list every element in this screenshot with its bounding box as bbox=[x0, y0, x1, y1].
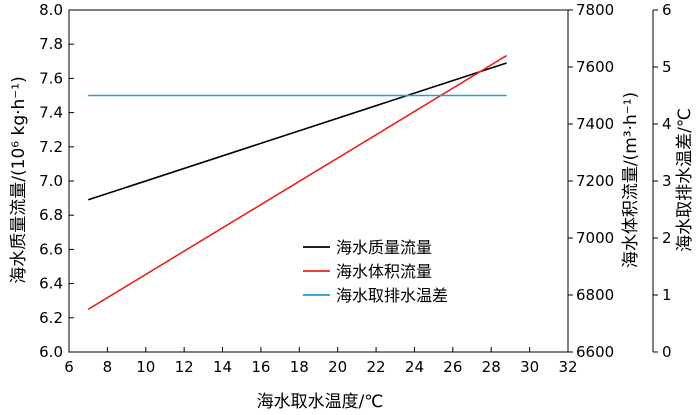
y-right2-tick-label: 5 bbox=[662, 58, 672, 76]
x-tick-label: 6 bbox=[64, 358, 74, 376]
x-tick-label: 26 bbox=[443, 358, 462, 376]
y-left-tick-label: 7.0 bbox=[39, 172, 63, 190]
x-tick-label: 8 bbox=[103, 358, 113, 376]
series-line-1 bbox=[87, 62, 507, 201]
x-tick-label: 24 bbox=[405, 358, 424, 376]
y-right2-tick-label: 1 bbox=[662, 286, 672, 304]
y-right2-tick-label: 2 bbox=[662, 229, 672, 247]
x-tick-label: 14 bbox=[213, 358, 232, 376]
series-lines bbox=[87, 54, 508, 310]
y-right2-tick-label: 4 bbox=[662, 115, 672, 133]
y-axis-right-temp-diff: 0 1 2 3 4 5 6 bbox=[653, 1, 672, 361]
x-tick-label: 16 bbox=[251, 358, 270, 376]
y-left-tick-label: 7.8 bbox=[39, 35, 63, 53]
y-left-tick-label: 6.4 bbox=[39, 275, 63, 293]
y-left-axis-title: 海水质量流量/(10⁶ kg·h⁻¹) bbox=[9, 76, 29, 283]
y-left-tick-label: 7.6 bbox=[39, 69, 63, 87]
x-tick-label: 20 bbox=[328, 358, 347, 376]
y-left-tick-label: 6.8 bbox=[39, 206, 63, 224]
y-right1-tick-label: 7600 bbox=[576, 58, 614, 76]
y-left-tick-label: 6.6 bbox=[39, 240, 63, 258]
x-tick-label: 22 bbox=[367, 358, 386, 376]
y-axis-left: 6.0 6.2 6.4 6.6 6.8 7.0 7.2 7.4 7.6 7.8 8.0 bbox=[39, 1, 74, 361]
legend-label-1: 海水质量流量 bbox=[336, 238, 432, 257]
y-right1-tick-label: 7800 bbox=[576, 1, 614, 19]
y-right2-axis-title: 海水取排水温差/℃ bbox=[675, 108, 695, 252]
x-tick-label: 18 bbox=[290, 358, 309, 376]
y-right2-tick-label: 6 bbox=[662, 1, 672, 19]
y-right2-tick-label: 0 bbox=[662, 343, 672, 361]
y-left-tick-label: 6.0 bbox=[39, 343, 63, 361]
x-tick-label: 32 bbox=[558, 358, 577, 376]
y-right1-tick-label: 7400 bbox=[576, 115, 614, 133]
y-left-tick-label: 6.2 bbox=[39, 309, 63, 327]
x-axis-title: 海水取水温度/℃ bbox=[257, 392, 384, 412]
x-tick-label: 10 bbox=[136, 358, 155, 376]
y-right2-tick-label: 3 bbox=[662, 172, 672, 190]
legend-label-3: 海水取排水温差 bbox=[336, 286, 448, 305]
y-right1-tick-label: 7200 bbox=[576, 172, 614, 190]
x-tick-label: 28 bbox=[482, 358, 501, 376]
y-left-tick-label: 8.0 bbox=[39, 1, 63, 19]
x-tick-label: 12 bbox=[175, 358, 194, 376]
y-right1-tick-label: 6800 bbox=[576, 286, 614, 304]
series-line-2 bbox=[87, 54, 508, 310]
x-axis: 6 8 10 12 14 16 18 20 22 24 26 28 30 32 bbox=[64, 347, 578, 376]
x-tick-label: 30 bbox=[520, 358, 539, 376]
y-left-tick-label: 7.2 bbox=[39, 138, 63, 156]
y-right1-tick-label: 6600 bbox=[576, 343, 614, 361]
y-right1-axis-title: 海水体积流量/(m³·h⁻¹) bbox=[621, 92, 641, 268]
legend-label-2: 海水体积流量 bbox=[336, 262, 432, 281]
y-left-tick-label: 7.4 bbox=[39, 104, 63, 122]
y-right1-tick-label: 7000 bbox=[576, 229, 614, 247]
y-axis-right-volume: 6600 6800 7000 7200 7400 7600 7800 bbox=[568, 1, 614, 361]
